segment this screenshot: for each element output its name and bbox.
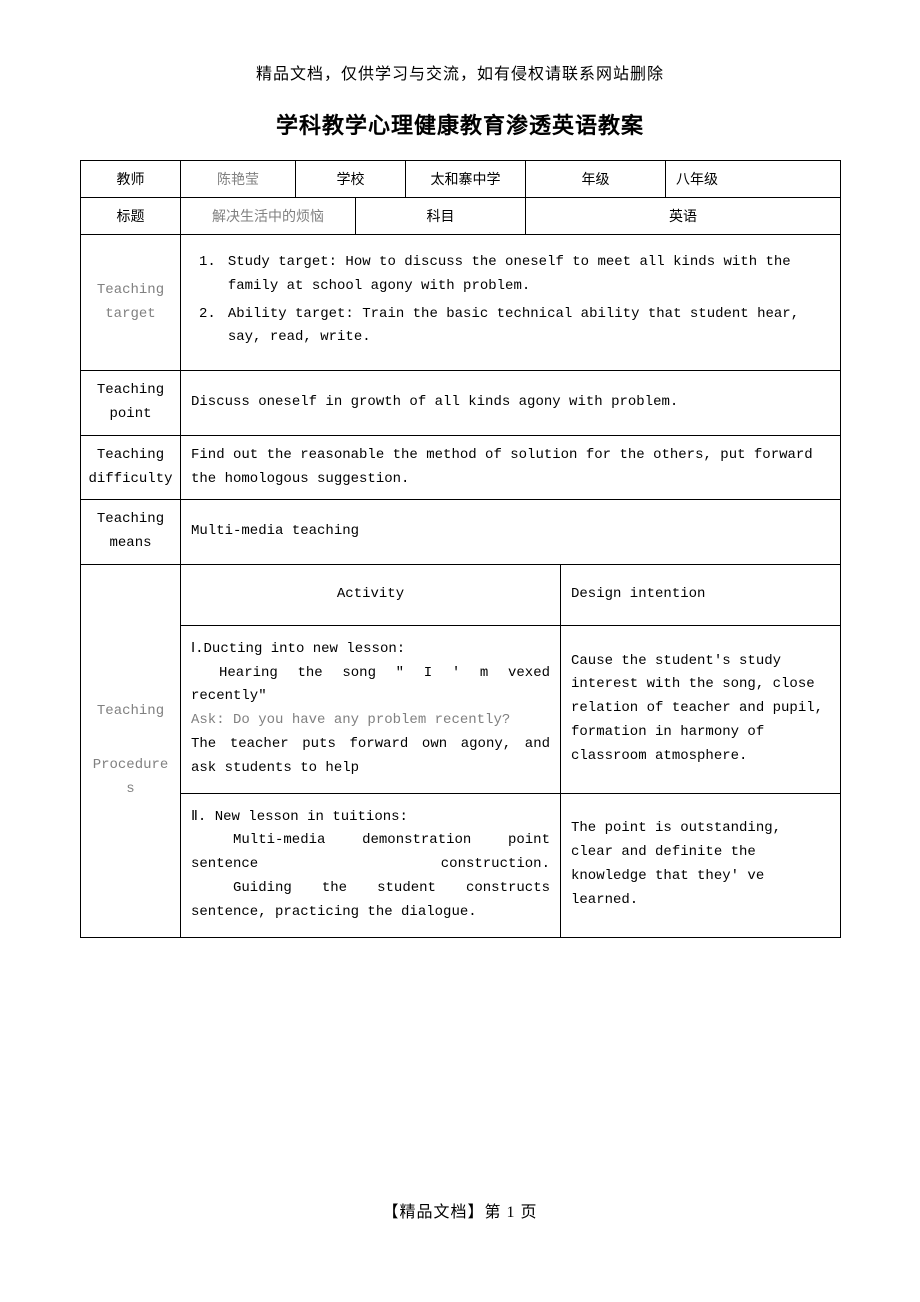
- table-row: Teachingmeans Multi-media teaching: [81, 500, 841, 565]
- list-text: Ability target: Train the basic technica…: [228, 303, 826, 351]
- design-section-1: Cause the student's study interest with …: [561, 625, 841, 793]
- teacher-label: 教师: [81, 161, 181, 198]
- teaching-target-content: 1. Study target: How to discuss the ones…: [181, 235, 841, 371]
- teaching-target-label: Teachingtarget: [81, 235, 181, 371]
- table-row: 标题 解决生活中的烦恼 科目 英语: [81, 198, 841, 235]
- teaching-means-label: Teachingmeans: [81, 500, 181, 565]
- design-header: Design intention: [561, 564, 841, 625]
- teaching-difficulty-content: Find out the reasonable the method of so…: [181, 435, 841, 500]
- grade-label: 年级: [526, 161, 666, 198]
- teaching-difficulty-label: Teachingdifficulty: [81, 435, 181, 500]
- subject-label: 科目: [356, 198, 526, 235]
- footer-note: 【精品文档】第 1 页: [80, 1198, 840, 1222]
- header-note: 精品文档，仅供学习与交流，如有侵权请联系网站删除: [80, 60, 840, 84]
- activity-header: Activity: [181, 564, 561, 625]
- subject-value: 英语: [526, 198, 841, 235]
- title-value: 解决生活中的烦恼: [181, 198, 356, 235]
- section-title: Ⅱ. New lesson in tuitions:: [191, 806, 550, 830]
- teaching-procedures-label: Teaching Procedures: [81, 564, 181, 937]
- table-row: Ⅰ.Ducting into new lesson: Hearing the s…: [81, 625, 841, 793]
- activity-section-1: Ⅰ.Ducting into new lesson: Hearing the s…: [181, 625, 561, 793]
- school-label: 学校: [296, 161, 406, 198]
- teacher-value: 陈艳莹: [181, 161, 296, 198]
- title-label: 标题: [81, 198, 181, 235]
- teaching-means-content: Multi-media teaching: [181, 500, 841, 565]
- table-row: Teaching Procedures Activity Design inte…: [81, 564, 841, 625]
- list-number: 1.: [199, 251, 216, 299]
- section-line: The teacher puts forward own agony, and …: [191, 733, 550, 781]
- table-row: Teachingdifficulty Find out the reasonab…: [81, 435, 841, 500]
- table-row: Teachingtarget 1. Study target: How to d…: [81, 235, 841, 371]
- table-row: Teachingpoint Discuss oneself in growth …: [81, 371, 841, 436]
- list-number: 2.: [199, 303, 216, 351]
- activity-section-2: Ⅱ. New lesson in tuitions: Multi-media d…: [181, 793, 561, 937]
- section-line: Guiding the student constructs sentence,…: [191, 877, 550, 925]
- school-value: 太和寨中学: [406, 161, 526, 198]
- grade-value: 八年级: [666, 161, 841, 198]
- main-title: 学科教学心理健康教育渗透英语教案: [80, 108, 840, 140]
- list-text: Study target: How to discuss the oneself…: [228, 251, 826, 299]
- table-row: Ⅱ. New lesson in tuitions: Multi-media d…: [81, 793, 841, 937]
- section-line: Multi-media demonstration point sentence…: [191, 829, 550, 877]
- design-section-2: The point is outstanding, clear and defi…: [561, 793, 841, 937]
- section-title: Ⅰ.Ducting into new lesson:: [191, 638, 550, 662]
- section-line: Ask: Do you have any problem recently?: [191, 709, 550, 733]
- teaching-point-label: Teachingpoint: [81, 371, 181, 436]
- table-row: 教师 陈艳莹 学校 太和寨中学 年级 八年级: [81, 161, 841, 198]
- section-line: Hearing the song " I ' m vexed recently": [191, 662, 550, 710]
- teaching-point-content: Discuss oneself in growth of all kinds a…: [181, 371, 841, 436]
- lesson-plan-table: 教师 陈艳莹 学校 太和寨中学 年级 八年级 标题 解决生活中的烦恼 科目 英语…: [80, 160, 841, 938]
